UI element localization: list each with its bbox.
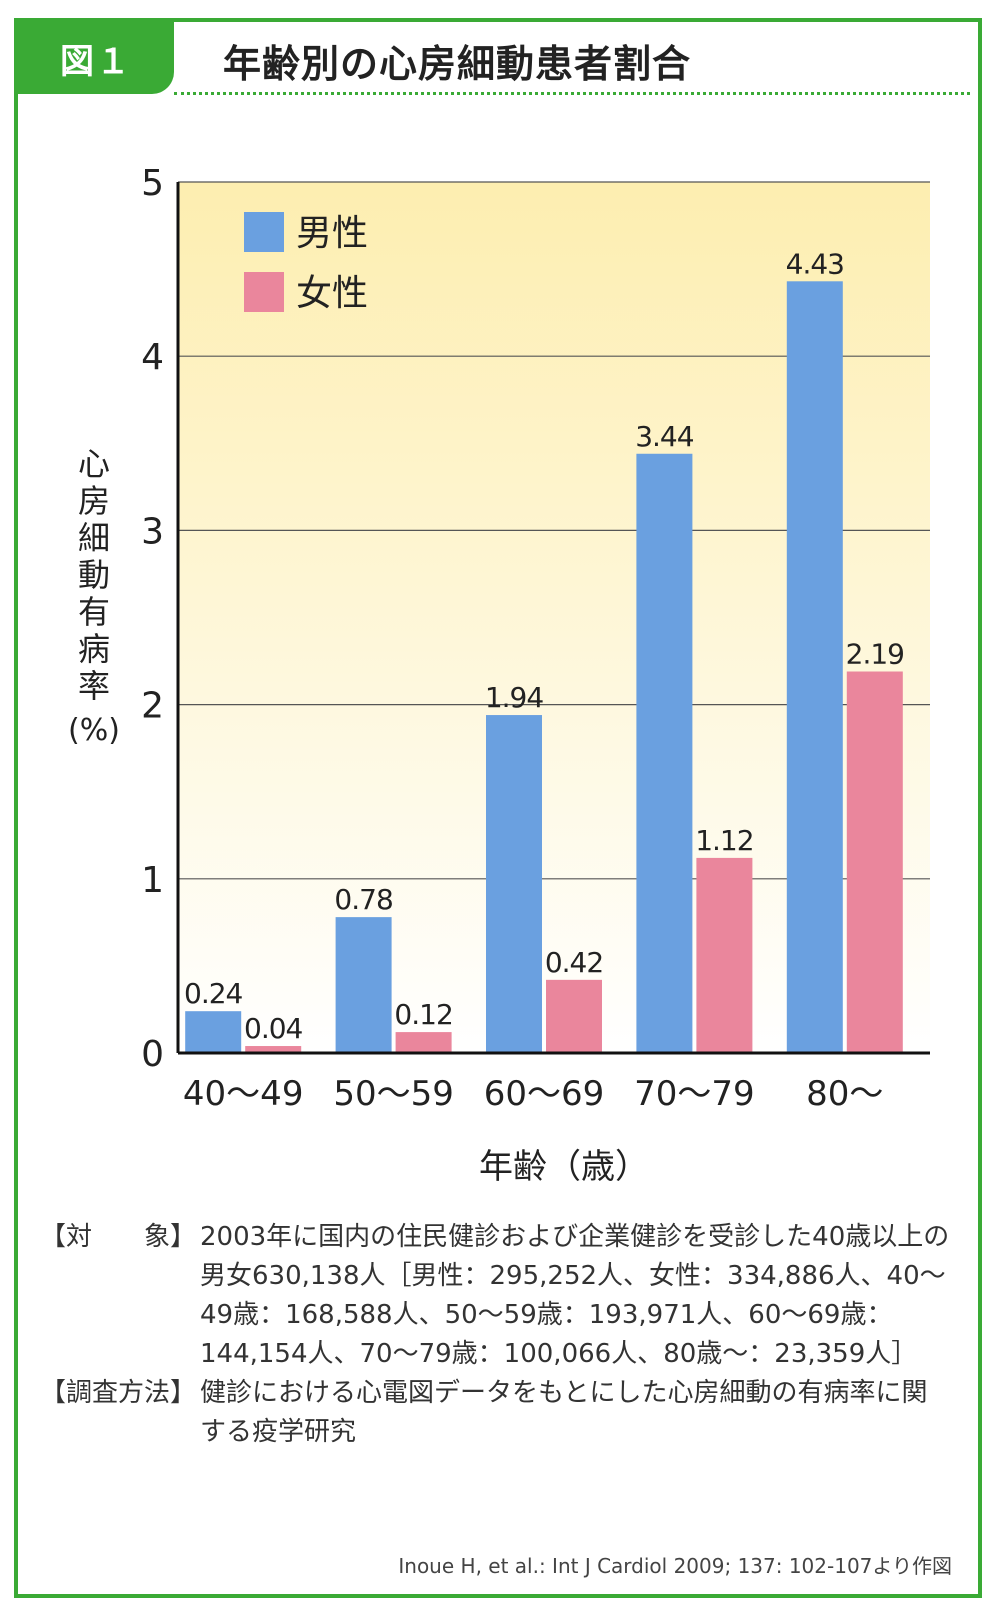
data-label: 0.78: [334, 883, 392, 916]
y-tick-label: 0: [141, 1034, 164, 1075]
y-label-char: 房: [78, 482, 110, 520]
y-tick-label: 1: [141, 860, 164, 901]
bar-female: [546, 979, 602, 1053]
legend-label: 男性: [296, 213, 368, 254]
y-label-char: 動: [78, 556, 110, 594]
bar-female: [846, 671, 903, 1053]
notes: 【対 象】 2003年に国内の住民健診および企業健診を受診した40歳以上の男女6…: [40, 1218, 950, 1452]
y-label-char: 有: [78, 593, 110, 631]
x-tick-label: 50～59: [333, 1074, 454, 1114]
figure-title: 年齢別の心房細動患者割合: [223, 41, 692, 86]
legend-swatch-male: [244, 212, 284, 252]
y-label-char: 細: [78, 519, 110, 557]
bar-male: [335, 917, 392, 1053]
bar-male: [486, 715, 542, 1053]
note-subjects: 【対 象】 2003年に国内の住民健診および企業健診を受診した40歳以上の男女6…: [40, 1218, 950, 1374]
title-divider: [174, 92, 970, 95]
y-tick-label: 5: [141, 163, 164, 204]
bar-female: [245, 1046, 302, 1053]
x-axis-label: 年齢（歳）: [479, 1147, 649, 1187]
x-tick-label: 70～79: [634, 1074, 755, 1114]
legend-label: 女性: [296, 273, 368, 314]
y-tick-label: 2: [141, 686, 164, 727]
note-text: 2003年に国内の住民健診および企業健診を受診した40歳以上の男女630,138…: [200, 1222, 950, 1369]
bar-male: [636, 453, 693, 1053]
legend-swatch-female: [244, 272, 284, 312]
bar-chart: 0.240.04 0.78 0.12 1.94 0.42 3.44 1.12 4.43 2.19…: [68, 163, 930, 1187]
data-label: 0.42: [545, 946, 603, 979]
data-label: 0.12: [394, 998, 452, 1031]
bars: 0.240.04 0.78 0.12 1.94 0.42 3.44 1.12 4.43 2.19: [184, 247, 905, 1053]
data-label: 4.43: [786, 247, 844, 280]
note-label: 【調査方法】: [40, 1378, 197, 1408]
note-label: 【対 象】: [40, 1222, 197, 1252]
y-tick-label: 3: [141, 511, 164, 552]
y-label-char: 心: [78, 445, 110, 483]
data-label: 1.12: [695, 824, 753, 857]
x-tick-label: 40～49: [183, 1074, 304, 1114]
y-label-unit: (%): [68, 713, 120, 748]
note-text: 健診における心電図データをもとにした心房細動の有病率に関する疫学研究: [200, 1378, 928, 1447]
data-label: 0.04: [244, 1012, 303, 1045]
bar-female: [395, 1032, 452, 1053]
note-method: 【調査方法】 健診における心電図データをもとにした心房細動の有病率に関する疫学研…: [40, 1374, 950, 1452]
data-label: 2.19: [846, 638, 904, 671]
data-label: 1.94: [485, 681, 544, 714]
bar-male: [786, 281, 843, 1053]
bar-male: [185, 1011, 242, 1053]
data-label: 3.44: [635, 420, 694, 453]
axes: 0 1 2 3 4 5 40～49 50～59 60～69 70～79 80～: [141, 163, 930, 1114]
y-label-char: 病: [78, 630, 110, 668]
x-tick-label: 60～69: [484, 1074, 605, 1114]
data-label: 0.24: [184, 977, 243, 1010]
citation: Inoue H, et al.: Int J Cardiol 2009; 137…: [398, 1554, 952, 1578]
x-tick-label: 80～: [806, 1074, 883, 1114]
figure-label: 図１: [18, 22, 174, 94]
bar-female: [696, 857, 753, 1053]
y-label-char: 率: [78, 667, 110, 705]
y-tick-label: 4: [141, 337, 164, 378]
